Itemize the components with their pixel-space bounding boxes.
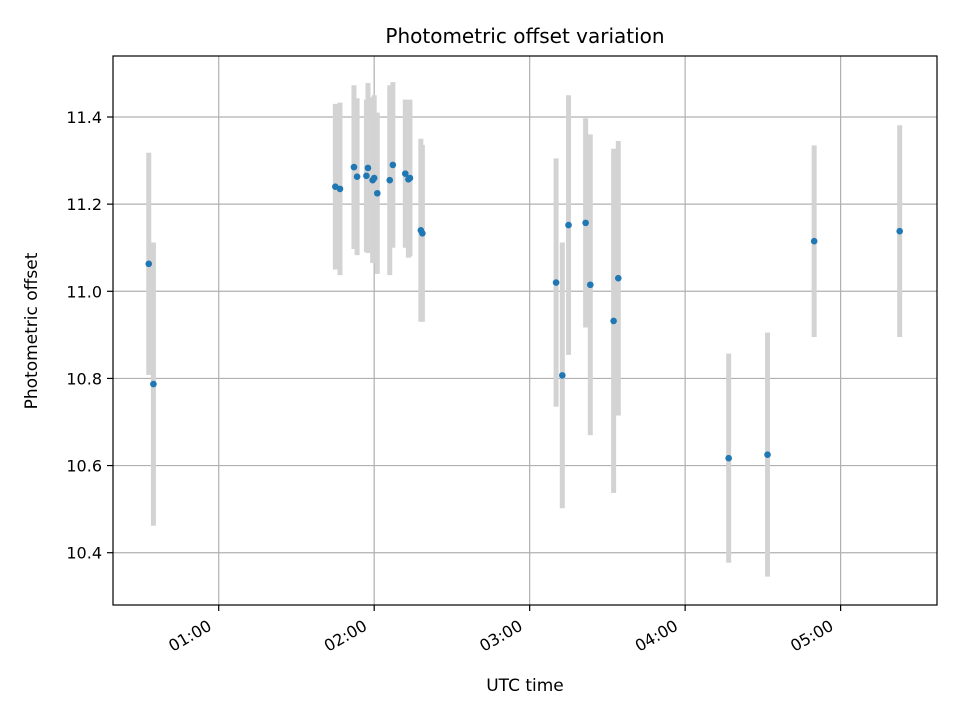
data-point [725, 454, 732, 462]
data-point [419, 230, 426, 237]
x-axis-title: UTC time [486, 676, 564, 696]
data-point [614, 274, 622, 282]
data-point [350, 163, 358, 171]
data-point [150, 380, 157, 388]
x-tick-label: 01:00 [165, 616, 214, 656]
data-point [364, 164, 372, 172]
plot-frame [112, 55, 938, 606]
data-point [353, 173, 361, 180]
data-point [559, 372, 566, 379]
data-point [582, 219, 589, 227]
data-point [401, 170, 409, 177]
data-point [336, 185, 344, 193]
x-tick-label: 03:00 [476, 616, 525, 656]
data-points [145, 161, 903, 462]
data-point [764, 451, 771, 458]
data-point [370, 174, 378, 182]
x-tick-label: 05:00 [787, 616, 836, 656]
x-tick-label: 02:00 [321, 616, 370, 656]
chart-title: Photometric offset variation [385, 24, 664, 48]
data-point [586, 281, 594, 289]
data-point [386, 176, 394, 184]
data-point [896, 227, 903, 235]
y-tick-label: 10.4 [66, 544, 102, 563]
x-tick-label: 04:00 [632, 616, 681, 656]
data-point [145, 260, 153, 268]
data-point [610, 317, 617, 325]
y-tick-label: 11.2 [66, 195, 102, 214]
data-point [363, 172, 370, 180]
data-point [374, 189, 381, 197]
data-point [565, 221, 572, 229]
data-point [406, 174, 414, 182]
y-tick-label: 11.4 [66, 108, 102, 127]
data-point [810, 237, 818, 245]
y-tick-label: 11.0 [66, 282, 102, 301]
plot-background [113, 56, 937, 605]
y-axis-title: Photometric offset [22, 252, 42, 409]
grid [113, 56, 937, 605]
data-point [389, 161, 397, 169]
data-point [552, 279, 560, 286]
y-tick-label: 10.8 [66, 369, 102, 388]
y-tick-label: 10.6 [66, 457, 102, 476]
